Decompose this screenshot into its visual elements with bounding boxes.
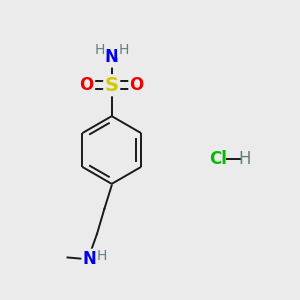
Text: Cl: Cl — [209, 150, 227, 168]
Text: H: H — [97, 249, 107, 263]
Text: N: N — [105, 48, 119, 66]
Text: H: H — [238, 150, 251, 168]
Text: N: N — [83, 250, 97, 268]
Text: H: H — [118, 43, 129, 57]
Text: O: O — [80, 76, 94, 94]
Text: O: O — [130, 76, 144, 94]
Text: H: H — [95, 43, 105, 57]
Text: S: S — [105, 76, 119, 95]
